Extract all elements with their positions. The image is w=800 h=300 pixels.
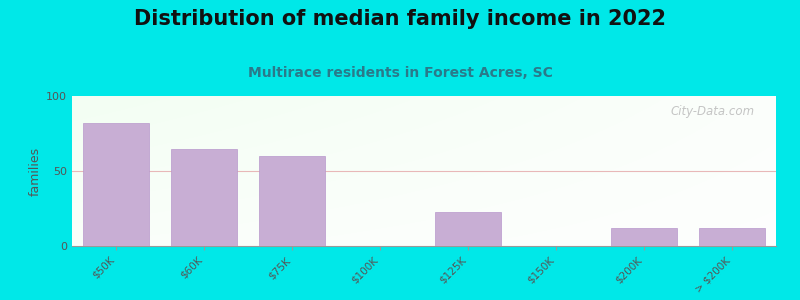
Text: Distribution of median family income in 2022: Distribution of median family income in …: [134, 9, 666, 29]
Bar: [171, 148, 237, 246]
Bar: [699, 228, 765, 246]
Bar: [83, 123, 149, 246]
Bar: [611, 228, 677, 246]
Bar: [435, 212, 501, 246]
Text: City-Data.com: City-Data.com: [670, 105, 755, 118]
Y-axis label: families: families: [29, 146, 42, 196]
Bar: [259, 156, 325, 246]
Text: Multirace residents in Forest Acres, SC: Multirace residents in Forest Acres, SC: [247, 66, 553, 80]
